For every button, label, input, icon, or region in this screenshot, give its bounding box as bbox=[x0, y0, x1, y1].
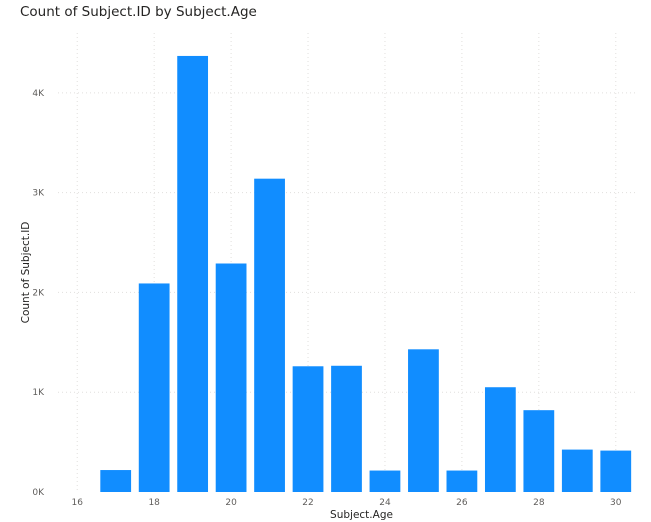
y-tick-label: 2K bbox=[32, 288, 45, 298]
x-tick-label: 26 bbox=[456, 498, 468, 508]
bar-age-28[interactable] bbox=[523, 410, 555, 492]
x-axis-title: Subject.Age bbox=[330, 509, 393, 521]
y-tick-label: 3K bbox=[32, 189, 45, 199]
bar-age-25[interactable] bbox=[408, 349, 439, 492]
x-tick-label: 16 bbox=[72, 498, 84, 508]
bar-age-29[interactable] bbox=[561, 449, 593, 492]
x-tick-label: 24 bbox=[379, 498, 391, 508]
bar-age-20[interactable] bbox=[215, 263, 247, 492]
x-tick-label: 18 bbox=[148, 498, 160, 508]
bar-age-27[interactable] bbox=[484, 387, 516, 492]
x-tick-label: 28 bbox=[533, 498, 545, 508]
y-tick-label: 1K bbox=[32, 388, 45, 398]
bar-age-22[interactable] bbox=[292, 366, 324, 492]
x-tick-label: 22 bbox=[302, 498, 313, 508]
bar-age-17[interactable] bbox=[100, 470, 132, 492]
bar-age-26[interactable] bbox=[446, 470, 478, 492]
bar-age-19[interactable] bbox=[177, 55, 209, 492]
bar-age-24[interactable] bbox=[369, 470, 401, 492]
y-tick-label: 0K bbox=[32, 488, 45, 498]
y-tick-label: 4K bbox=[32, 89, 45, 99]
bar-age-30[interactable] bbox=[600, 450, 632, 492]
x-tick-label: 20 bbox=[225, 498, 237, 508]
y-axis-title: Count of Subject.ID bbox=[20, 222, 32, 324]
bar-age-21[interactable] bbox=[254, 178, 285, 492]
chart-title: Count of Subject.ID by Subject.Age bbox=[20, 4, 257, 20]
x-tick-label: 30 bbox=[610, 498, 622, 508]
bar-age-23[interactable] bbox=[331, 365, 362, 492]
bar-age-18[interactable] bbox=[138, 283, 170, 492]
